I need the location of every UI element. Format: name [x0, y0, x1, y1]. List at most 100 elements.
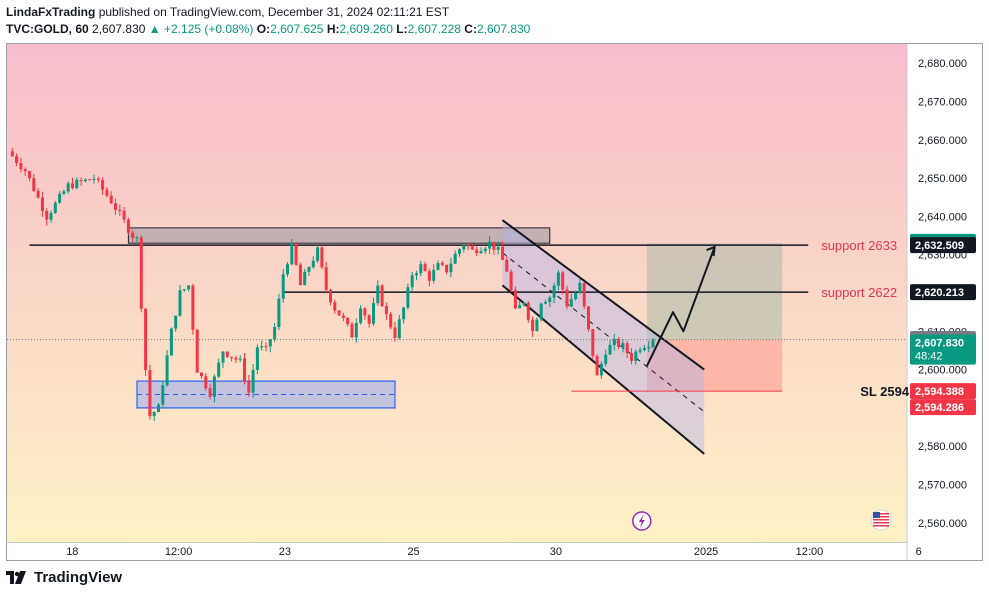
- candle: [144, 308, 148, 371]
- candle: [324, 267, 328, 290]
- candle: [651, 339, 655, 347]
- chart-frame[interactable]: 2,560.0002,570.0002,580.0002,590.0002,60…: [6, 43, 983, 561]
- candle: [191, 285, 195, 330]
- target-zone[interactable]: [647, 243, 783, 340]
- symbol-label[interactable]: TVC:GOLD, 60: [6, 22, 89, 36]
- candle: [286, 264, 289, 275]
- candle: [23, 169, 27, 172]
- y-tick-label: 2,580.000: [918, 441, 967, 453]
- candle: [574, 293, 578, 300]
- candle: [531, 319, 535, 332]
- price-chart[interactable]: 2,560.0002,570.0002,580.0002,590.0002,60…: [7, 44, 982, 560]
- candle: [569, 299, 573, 307]
- candle: [131, 232, 135, 238]
- current-price-tag[interactable]: 2,607.830: [915, 338, 964, 350]
- candle: [410, 275, 414, 288]
- candle: [432, 269, 436, 281]
- resistance-zone[interactable]: [127, 227, 551, 244]
- ohlc-line: TVC:GOLD, 60 2,607.830 ▲ +2.125 (+0.08%)…: [6, 21, 906, 38]
- candle: [320, 247, 324, 268]
- y-tick-label: 2,640.000: [918, 211, 967, 223]
- level-tag[interactable]: 2,594.388: [915, 386, 964, 398]
- level-tag[interactable]: 2,620.213: [915, 287, 964, 299]
- candle: [255, 347, 259, 370]
- candle: [354, 322, 358, 338]
- candle: [552, 285, 556, 298]
- flag-stripe: [873, 513, 889, 515]
- price-tag-bg: [910, 399, 976, 416]
- candle: [148, 370, 152, 416]
- tradingview-logo[interactable]: TradingView: [6, 569, 122, 586]
- candle: [217, 362, 221, 377]
- low-value: 2,607.228: [407, 22, 461, 36]
- candle: [243, 358, 246, 381]
- level-label[interactable]: SL 2594: [860, 384, 910, 399]
- candle: [402, 307, 406, 320]
- candle: [290, 242, 294, 265]
- publish-line: LindaFxTrading published on TradingView.…: [6, 4, 906, 21]
- candle: [49, 212, 53, 220]
- price-tag[interactable]: 2,594.286: [915, 402, 964, 414]
- author-name[interactable]: LindaFxTrading: [6, 5, 96, 19]
- candle: [608, 344, 612, 355]
- candle: [139, 237, 143, 309]
- level-label[interactable]: support 2622: [821, 285, 897, 300]
- candle: [182, 289, 186, 291]
- candle: [419, 264, 423, 274]
- candle: [234, 357, 238, 360]
- candle: [406, 287, 410, 308]
- candle: [587, 306, 590, 330]
- last-price: 2,607.830: [92, 22, 146, 36]
- candle: [88, 179, 92, 181]
- projection-path[interactable]: [646, 246, 716, 367]
- candle: [152, 412, 156, 416]
- candle: [505, 259, 509, 272]
- lightning-bolt-icon: [638, 514, 645, 528]
- tradingview-brand: TradingView: [34, 569, 123, 586]
- level-tag[interactable]: 2,632.509: [915, 240, 964, 252]
- candle: [204, 376, 208, 389]
- candle: [526, 302, 530, 320]
- candle: [341, 315, 345, 318]
- candle: [544, 302, 547, 304]
- x-tick-label: 30: [550, 546, 562, 558]
- candle: [294, 242, 298, 265]
- channel-lower-line[interactable]: [501, 284, 705, 455]
- price-axis-background: [907, 44, 982, 560]
- candle: [595, 356, 599, 376]
- candle: [268, 339, 272, 347]
- candle: [578, 282, 582, 294]
- candle: [389, 314, 393, 328]
- candle: [556, 272, 560, 286]
- current-price-tag-bg: [910, 334, 976, 365]
- flag-canton: [873, 512, 880, 518]
- x-tick-label: 25: [407, 546, 419, 558]
- candle: [62, 191, 66, 194]
- candle: [337, 310, 341, 316]
- candle: [273, 327, 277, 340]
- bar-countdown: 48:42: [915, 351, 943, 363]
- candle: [518, 304, 522, 309]
- channel-fill: [502, 220, 705, 454]
- x-tick-label: 12:00: [796, 546, 824, 558]
- candle: [225, 351, 229, 357]
- level-label[interactable]: support 2633: [821, 238, 897, 253]
- candle: [483, 248, 487, 252]
- candle: [260, 346, 264, 348]
- candle: [346, 317, 350, 325]
- candle: [126, 219, 130, 233]
- candle: [458, 249, 461, 254]
- candle: [135, 237, 139, 239]
- candle: [384, 306, 388, 315]
- y-tick-label: 2,600.000: [918, 365, 967, 377]
- stop-zone[interactable]: [647, 339, 783, 392]
- candle: [445, 264, 449, 273]
- candle: [174, 315, 178, 329]
- candle: [462, 244, 466, 250]
- tradingview-logo-icon: [6, 571, 26, 584]
- y-tick-label: 2,650.000: [918, 173, 967, 185]
- candle: [591, 329, 595, 357]
- candle: [66, 183, 70, 192]
- candle: [496, 246, 500, 250]
- candle: [397, 319, 401, 339]
